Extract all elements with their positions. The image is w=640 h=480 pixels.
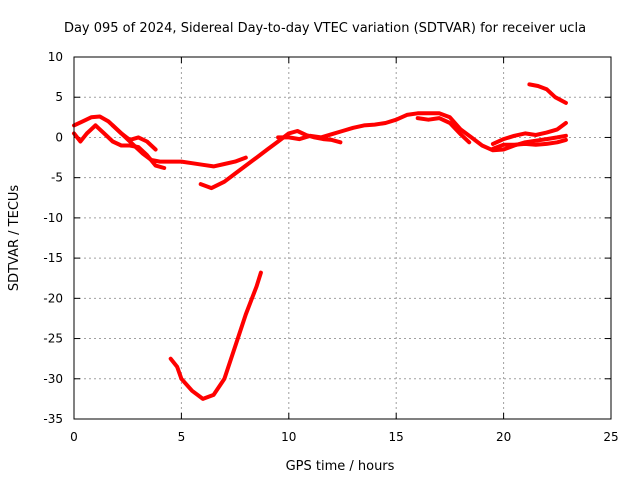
y-tick-label: -5 [51,171,63,185]
x-tick-label: 10 [281,430,296,444]
series-line-track-7 [490,121,568,146]
series-line-track-10 [168,270,263,401]
y-tick-label: -15 [43,251,63,265]
series-line-track-6 [415,116,472,145]
x-tick-label: 5 [178,430,186,444]
series-line-track-3 [110,123,158,152]
grid-lines [74,57,611,419]
y-tick-label: 10 [48,50,63,64]
y-tick-label: 0 [55,130,63,144]
x-tick-label: 15 [389,430,404,444]
x-axis-title: GPS time / hours [286,459,395,474]
axis-ticks: 0 5 10 15 20 25 10 5 0 -5 -10 -15 -20 -25 -30 -35 [43,50,618,444]
series-line-track-1 [72,114,248,169]
chart-title: Day 095 of 2024, Sidereal Day-to-day VTE… [64,21,586,36]
x-tick-label: 0 [70,430,78,444]
x-tick-label: 20 [496,430,511,444]
y-axis-title: SDTVAR / TECUs [7,185,22,292]
series-line-track-2 [72,123,167,170]
y-tick-label: -35 [43,412,63,426]
plot-frame [73,56,612,420]
x-tick-label: 25 [603,430,618,444]
y-tick-label: 5 [55,90,63,104]
y-tick-label: -25 [43,332,63,346]
y-tick-label: -20 [43,291,63,305]
data-series [72,82,568,401]
y-tick-label: -10 [43,211,63,225]
series-line-track-8 [490,137,568,151]
y-tick-label: -30 [43,372,63,386]
series-line-track-4 [198,129,343,191]
series-line-track-9 [527,82,568,105]
